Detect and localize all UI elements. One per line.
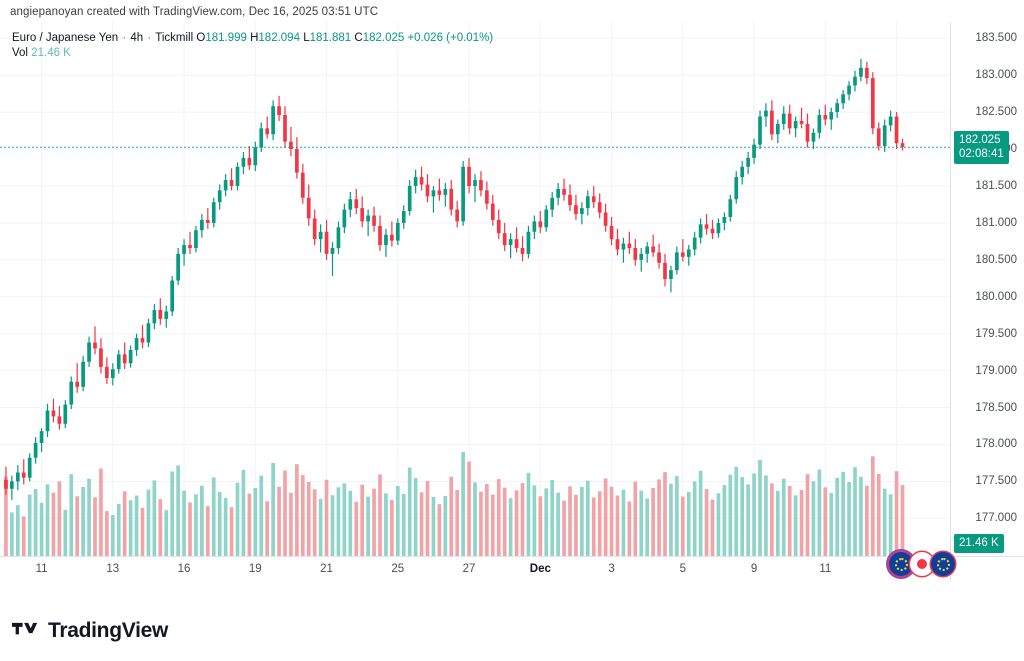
price-tick-label: 177.000 [975,512,1017,525]
footer: TradingView [0,600,1024,661]
eu-flag-badge[interactable] [889,552,913,576]
bar-countdown: 02:08:41 [959,148,1004,161]
time-tick-label: 3 [608,563,615,575]
price-tick-label: 178.000 [975,438,1017,451]
volume-label[interactable]: Vol [12,47,28,59]
time-tick-label: Dec [529,563,551,575]
eu-stars-icon [936,557,950,571]
volume-value: 21.46 K [31,47,71,59]
chart-legend: Euro / Japanese Yen · 4h · Tickmill O181… [12,31,493,61]
tradingview-wordmark: TradingView [48,618,169,642]
volume-badge-value: 21.46 K [959,537,999,549]
time-tick-label: 21 [320,563,333,575]
price-tick-label: 180.000 [975,290,1017,303]
tradingview-mark-icon [12,622,38,635]
scale-corner [950,556,1024,582]
price-tick-label: 178.500 [975,401,1017,414]
price-tick-label: 180.500 [975,253,1017,266]
low-key: L [303,32,310,44]
attribution-text: angiepanoyan created with TradingView.co… [10,6,379,18]
price-scale[interactable]: 182.025 02:08:41 21.46 K 183.500 183.000 1… [950,22,1024,556]
interval-label[interactable]: 4h [130,32,144,44]
symbol-title[interactable]: Euro / Japanese Yen [12,32,119,44]
price-tick-label: 179.000 [975,364,1017,377]
time-tick-label: 25 [391,563,405,575]
legend-symbol-row: Euro / Japanese Yen · 4h · Tickmill O181… [12,31,493,46]
eu-flag-badge-2[interactable] [931,552,955,576]
eu-stars-icon [894,557,908,571]
time-tick-label: 5 [679,563,687,575]
price-tick-label: 181.500 [975,179,1017,192]
close-value: 182.025 [362,32,405,44]
price-tick-label: 177.500 [975,475,1017,488]
jp-sun-icon [917,559,927,569]
price-tick-label: 179.500 [975,327,1017,340]
legend-volume-row: Vol 21.46 K [12,46,493,61]
time-tick-label: 27 [462,563,476,575]
open-key: O [196,32,206,44]
legend-separator-1: · [122,32,127,44]
exchange-label[interactable]: Tickmill [155,32,194,44]
open-value: 181.999 [205,32,247,44]
low-value: 181.881 [309,32,352,44]
close-key: C [354,32,363,44]
price-tick-label: 181.000 [975,216,1017,229]
high-value: 182.094 [258,32,300,44]
time-tick-label: 16 [177,563,191,575]
current-price-badge: 182.025 02:08:41 [954,131,1009,165]
tradingview-logo: TradingView [12,619,168,643]
time-tick-label: 19 [248,563,262,575]
jp-flag-badge[interactable] [910,552,934,576]
volume-badge: 21.46 K [954,534,1004,553]
candlestick-series [4,58,905,556]
current-price-value: 182.025 [959,134,1001,147]
price-tick-label: 183.000 [975,69,1017,82]
legend-separator-2: · [147,32,152,44]
high-key: H [250,32,259,44]
time-tick-label: 13 [106,563,120,575]
change-value: +0.026 (+0.01%) [407,32,494,44]
time-tick-label: 11 [35,563,48,575]
time-scale[interactable]: 11131619212527Dec359111417 [0,556,974,582]
price-tick-label: 183.500 [975,32,1017,45]
time-tick-label: 11 [819,563,832,575]
current-price-line [0,146,950,148]
price-tick-label: 182.500 [975,106,1017,119]
chart-plot-area[interactable] [0,22,950,556]
currency-flag-badges[interactable] [889,551,955,577]
time-tick-label: 9 [750,563,758,575]
